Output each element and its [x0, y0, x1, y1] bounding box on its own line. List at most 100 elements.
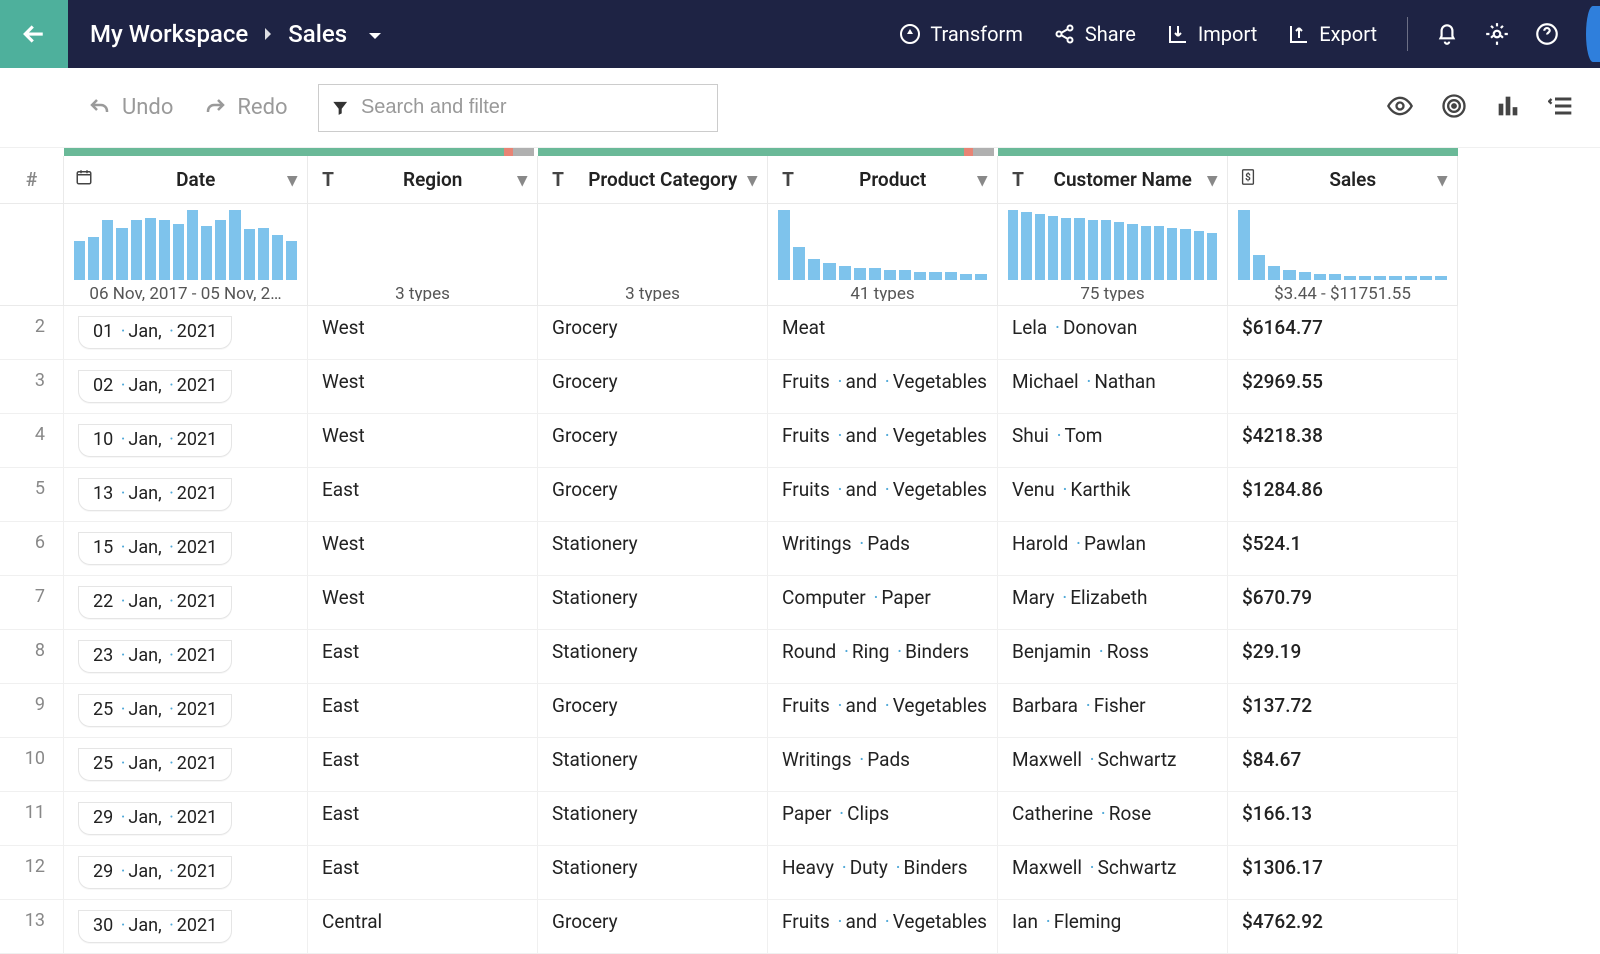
cell-sales[interactable]: $4218.38: [1228, 414, 1458, 468]
cell-customer[interactable]: Mary ·Elizabeth: [998, 576, 1228, 630]
cell-region[interactable]: West: [308, 576, 538, 630]
cell-region[interactable]: Central: [308, 900, 538, 954]
chevron-down-icon[interactable]: ▾: [977, 168, 987, 191]
chevron-down-icon[interactable]: [367, 20, 383, 48]
cell-date[interactable]: 10 ·Jan, ·2021: [64, 414, 308, 468]
table-row[interactable]: 615 ·Jan, ·2021WestStationeryWritings ·P…: [0, 522, 1600, 576]
cell-date[interactable]: 30 ·Jan, ·2021: [64, 900, 308, 954]
cell-sales[interactable]: $84.67: [1228, 738, 1458, 792]
export-button[interactable]: Export: [1287, 22, 1377, 46]
cell-sales[interactable]: $1306.17: [1228, 846, 1458, 900]
table-row[interactable]: 1025 ·Jan, ·2021EastStationeryWritings ·…: [0, 738, 1600, 792]
cell-sales[interactable]: $2969.55: [1228, 360, 1458, 414]
table-row[interactable]: 1330 ·Jan, ·2021CentralGroceryFruits ·an…: [0, 900, 1600, 954]
table-row[interactable]: 1229 ·Jan, ·2021EastStationeryHeavy ·Dut…: [0, 846, 1600, 900]
col-header-region[interactable]: T Region ▾: [308, 156, 538, 204]
cell-customer[interactable]: Maxwell ·Schwartz: [998, 738, 1228, 792]
share-button[interactable]: Share: [1053, 22, 1136, 46]
cell-region[interactable]: East: [308, 630, 538, 684]
col-header-date[interactable]: Date ▾: [64, 156, 308, 204]
cell-category[interactable]: Stationery: [538, 576, 768, 630]
breadcrumb-workspace[interactable]: My Workspace: [90, 20, 248, 48]
cell-sales[interactable]: $166.13: [1228, 792, 1458, 846]
cell-sales[interactable]: $670.79: [1228, 576, 1458, 630]
cell-region[interactable]: West: [308, 414, 538, 468]
breadcrumb-table[interactable]: Sales: [288, 20, 347, 48]
table-row[interactable]: 513 ·Jan, ·2021EastGroceryFruits ·and ·V…: [0, 468, 1600, 522]
cell-customer[interactable]: Maxwell ·Schwartz: [998, 846, 1228, 900]
notifications-button[interactable]: [1426, 21, 1468, 47]
cell-product[interactable]: Writings ·Pads: [768, 522, 998, 576]
hist-product[interactable]: 41 types: [768, 204, 998, 306]
table-row[interactable]: 925 ·Jan, ·2021EastGroceryFruits ·and ·V…: [0, 684, 1600, 738]
cell-customer[interactable]: Shui ·Tom: [998, 414, 1228, 468]
settings-button[interactable]: [1476, 21, 1518, 47]
cell-product[interactable]: Fruits ·and ·Vegetables: [768, 684, 998, 738]
cell-region[interactable]: West: [308, 522, 538, 576]
cell-date[interactable]: 25 ·Jan, ·2021: [64, 738, 308, 792]
search-box[interactable]: [318, 84, 718, 132]
cell-sales[interactable]: $1284.86: [1228, 468, 1458, 522]
cell-date[interactable]: 29 ·Jan, ·2021: [64, 846, 308, 900]
cell-customer[interactable]: Catherine ·Rose: [998, 792, 1228, 846]
cell-customer[interactable]: Harold ·Pawlan: [998, 522, 1228, 576]
cell-sales[interactable]: $29.19: [1228, 630, 1458, 684]
cell-sales[interactable]: $4762.92: [1228, 900, 1458, 954]
cell-category[interactable]: Grocery: [538, 900, 768, 954]
chevron-down-icon[interactable]: ▾: [1437, 168, 1447, 191]
cell-region[interactable]: East: [308, 684, 538, 738]
import-button[interactable]: Import: [1166, 22, 1257, 46]
col-header-product[interactable]: T Product ▾: [768, 156, 998, 204]
hist-category[interactable]: 3 types: [538, 204, 768, 306]
cell-sales[interactable]: $6164.77: [1228, 306, 1458, 360]
table-row[interactable]: 410 ·Jan, ·2021WestGroceryFruits ·and ·V…: [0, 414, 1600, 468]
cell-product[interactable]: Round ·Ring ·Binders: [768, 630, 998, 684]
col-header-category[interactable]: T Product Category ▾: [538, 156, 768, 204]
cell-product[interactable]: Fruits ·and ·Vegetables: [768, 414, 998, 468]
cell-customer[interactable]: Ian ·Fleming: [998, 900, 1228, 954]
cell-region[interactable]: West: [308, 360, 538, 414]
cell-category[interactable]: Grocery: [538, 414, 768, 468]
cell-product[interactable]: Meat: [768, 306, 998, 360]
cell-region[interactable]: East: [308, 846, 538, 900]
chevron-down-icon[interactable]: ▾: [517, 168, 527, 191]
cell-product[interactable]: Fruits ·and ·Vegetables: [768, 468, 998, 522]
table-row[interactable]: 722 ·Jan, ·2021WestStationeryComputer ·P…: [0, 576, 1600, 630]
hist-region[interactable]: 3 types: [308, 204, 538, 306]
cell-product[interactable]: Writings ·Pads: [768, 738, 998, 792]
target-button[interactable]: [1440, 92, 1468, 124]
cell-product[interactable]: Paper ·Clips: [768, 792, 998, 846]
search-input[interactable]: [361, 96, 705, 119]
cell-region[interactable]: East: [308, 468, 538, 522]
cell-category[interactable]: Grocery: [538, 468, 768, 522]
cell-product[interactable]: Fruits ·and ·Vegetables: [768, 360, 998, 414]
cell-date[interactable]: 15 ·Jan, ·2021: [64, 522, 308, 576]
chevron-down-icon[interactable]: ▾: [1207, 168, 1217, 191]
cell-date[interactable]: 23 ·Jan, ·2021: [64, 630, 308, 684]
cell-customer[interactable]: Benjamin ·Ross: [998, 630, 1228, 684]
back-button[interactable]: [0, 0, 68, 68]
cell-region[interactable]: East: [308, 738, 538, 792]
cell-sales[interactable]: $137.72: [1228, 684, 1458, 738]
hist-date[interactable]: 06 Nov, 2017 - 05 Nov, 2…: [64, 204, 308, 306]
cell-category[interactable]: Stationery: [538, 630, 768, 684]
cell-category[interactable]: Grocery: [538, 684, 768, 738]
hist-sales[interactable]: $3.44 - $11751.55: [1228, 204, 1458, 306]
chart-button[interactable]: [1494, 92, 1522, 124]
table-row[interactable]: 302 ·Jan, ·2021WestGroceryFruits ·and ·V…: [0, 360, 1600, 414]
hist-customer[interactable]: 75 types: [998, 204, 1228, 306]
cell-date[interactable]: 02 ·Jan, ·2021: [64, 360, 308, 414]
avatar[interactable]: [1586, 6, 1600, 62]
chevron-down-icon[interactable]: ▾: [287, 168, 297, 191]
col-header-sales[interactable]: $ Sales ▾: [1228, 156, 1458, 204]
table-row[interactable]: 201 ·Jan, ·2021WestGroceryMeatLela ·Dono…: [0, 306, 1600, 360]
cell-date[interactable]: 29 ·Jan, ·2021: [64, 792, 308, 846]
cell-date[interactable]: 25 ·Jan, ·2021: [64, 684, 308, 738]
cell-date[interactable]: 01 ·Jan, ·2021: [64, 306, 308, 360]
cell-region[interactable]: East: [308, 792, 538, 846]
undo-button[interactable]: Undo: [88, 95, 173, 120]
cell-date[interactable]: 13 ·Jan, ·2021: [64, 468, 308, 522]
cell-date[interactable]: 22 ·Jan, ·2021: [64, 576, 308, 630]
panel-button[interactable]: [1548, 92, 1576, 124]
redo-button[interactable]: Redo: [203, 95, 287, 120]
